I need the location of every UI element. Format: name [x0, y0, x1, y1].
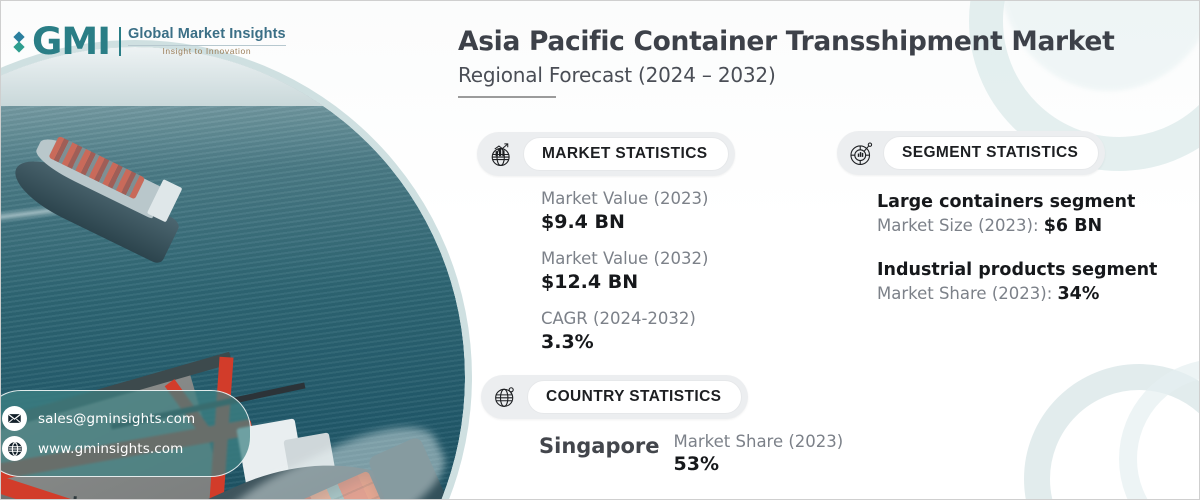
- logo-divider: [127, 44, 286, 46]
- segment-group-industrial-products: Industrial products segment Market Share…: [877, 259, 1157, 307]
- industrial-products-value: 34%: [1057, 283, 1100, 304]
- contact-email: sales@gminsights.com: [38, 410, 196, 427]
- page-subtitle: Regional Forecast (2024 – 2032): [458, 63, 776, 88]
- large-containers-label: Market Size (2023):: [877, 215, 1044, 235]
- contact-email-row[interactable]: sales@gminsights.com: [2, 406, 236, 431]
- title-underline: [458, 96, 556, 99]
- market-value-2023-label: Market Value (2023): [541, 189, 709, 208]
- segment-statistics-block: SEGMENT STATISTICS Large containers segm…: [837, 131, 1157, 307]
- country-statistics-values: Singapore Market Share (2023) 53%: [539, 432, 843, 475]
- market-value-2023-value: $9.4 BN: [541, 211, 625, 234]
- segment-statistics-label: SEGMENT STATISTICS: [883, 136, 1100, 170]
- logo-tagline: Insight to Innovation: [162, 45, 252, 56]
- cagr-value: 3.3%: [541, 331, 594, 354]
- country-share-value: 53%: [673, 453, 720, 475]
- market-statistics-block: MARKET STATISTICS Market Value (2023) $9…: [477, 132, 735, 355]
- large-containers-heading: Large containers segment: [877, 192, 1136, 212]
- market-statistics-values: Market Value (2023) $9.4 BN Market Value…: [541, 188, 735, 355]
- country-statistics-label: COUNTRY STATISTICS: [527, 380, 743, 414]
- cagr-label: CAGR (2024-2032): [541, 308, 696, 328]
- country-name: Singapore: [539, 434, 660, 458]
- market-value-2023-row: Market Value (2023) $9.4 BN: [541, 188, 735, 235]
- market-value-2032-row: Market Value (2032) $12.4 BN: [541, 248, 735, 295]
- logo-wordmark: Global Market Insights Insight to Innova…: [118, 26, 286, 56]
- contact-website-row[interactable]: www.gminsights.com: [2, 436, 236, 461]
- country-share-group: Market Share (2023) 53%: [674, 432, 844, 475]
- segment-group-large-containers: Large containers segment Market Size (20…: [877, 191, 1157, 239]
- globe-icon: [2, 436, 27, 461]
- envelope-icon: [2, 406, 27, 431]
- industrial-products-label: Market Share (2023):: [877, 283, 1058, 303]
- market-value-2032-label: Market Value (2032): [541, 248, 709, 268]
- logo-company-name: Global Market Insights: [127, 26, 286, 43]
- country-statistics-block: COUNTRY STATISTICS Singapore Market Shar…: [481, 375, 843, 475]
- country-statistics-chip[interactable]: COUNTRY STATISTICS: [481, 375, 749, 419]
- pie-target-icon: [845, 137, 877, 169]
- contact-website: www.gminsights.com: [38, 440, 184, 457]
- large-containers-value: $6 BN: [1043, 215, 1103, 236]
- contact-pill: sales@gminsights.com www.gminsights.com: [1, 390, 251, 477]
- headline: Asia Pacific Container Transshipment Mar…: [458, 26, 1138, 99]
- globe-pin-icon: [489, 381, 521, 413]
- page-title: Asia Pacific Container Transshipment Mar…: [458, 26, 1115, 57]
- country-share-label: Market Share (2023): [673, 432, 844, 451]
- cagr-row: CAGR (2024-2032) 3.3%: [541, 308, 735, 355]
- large-containers-line: Market Size (2023): $6 BN: [877, 214, 1157, 239]
- market-statistics-chip[interactable]: MARKET STATISTICS: [477, 132, 735, 176]
- market-value-2032-value: $12.4 BN: [541, 271, 639, 294]
- segment-statistics-values: Large containers segment Market Size (20…: [877, 191, 1157, 307]
- market-statistics-label: MARKET STATISTICS: [523, 137, 729, 171]
- industrial-products-heading: Industrial products segment: [877, 260, 1158, 281]
- segment-statistics-chip[interactable]: SEGMENT STATISTICS: [837, 131, 1106, 175]
- gmi-logo[interactable]: GMI Global Market Insights Insight to In…: [13, 20, 286, 63]
- logo-mark: GMI: [32, 20, 111, 63]
- horizon-sky: [1, 47, 465, 107]
- industrial-products-line: Market Share (2023): 34%: [877, 282, 1157, 307]
- globe-chart-icon: [485, 138, 517, 170]
- logo-diamond-icon: [13, 30, 25, 53]
